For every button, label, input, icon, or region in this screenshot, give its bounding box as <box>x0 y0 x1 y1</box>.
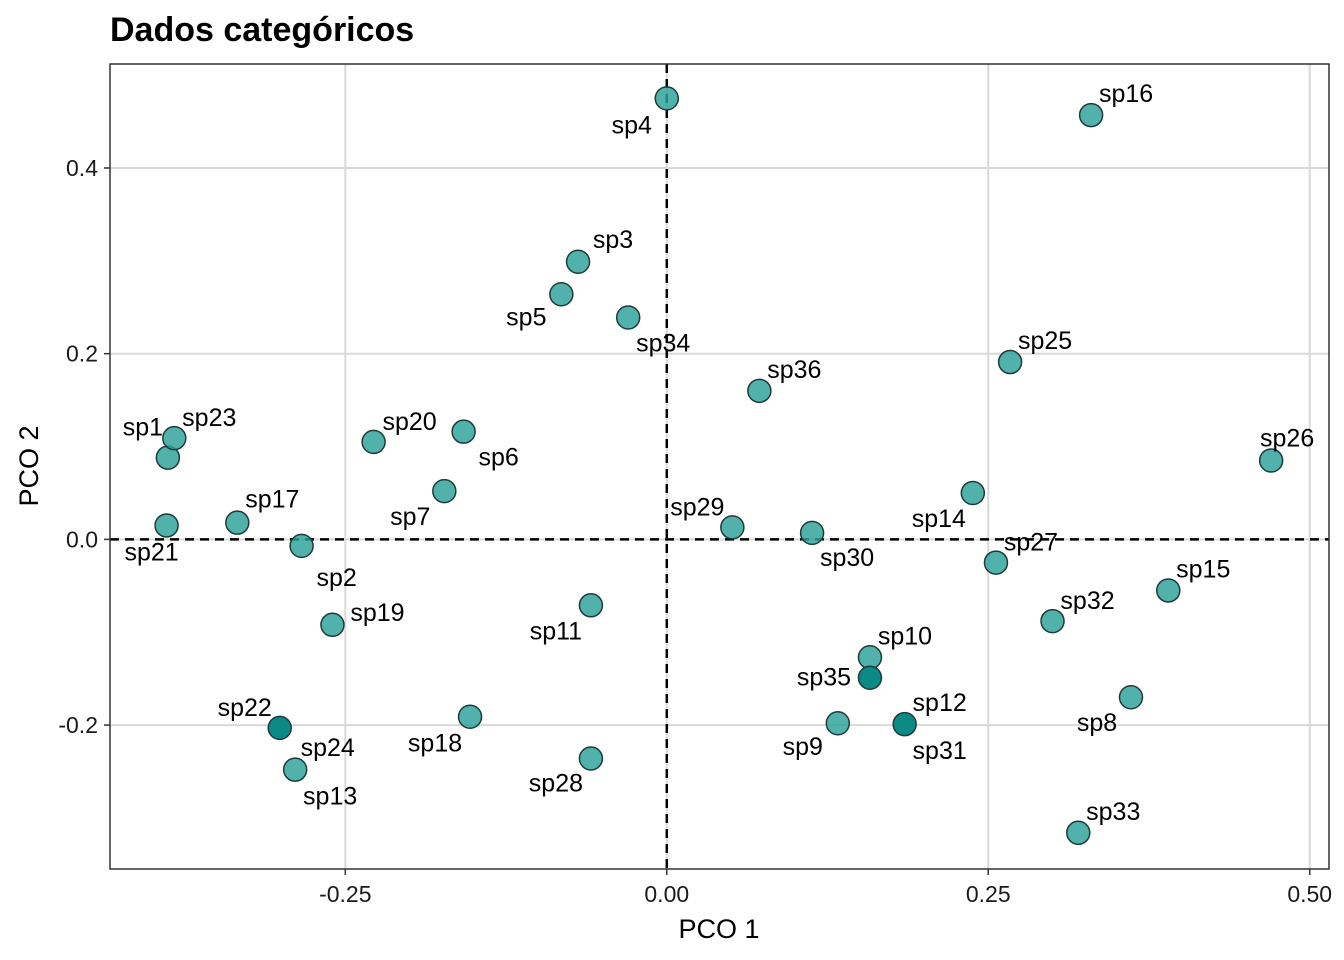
point-label-sp1: sp1 <box>123 414 163 442</box>
point-label-sp32: sp32 <box>1060 587 1114 615</box>
point-label-sp33: sp33 <box>1086 798 1140 826</box>
point-label-sp11: sp11 <box>530 617 582 645</box>
point-label-sp34: sp34 <box>636 329 690 357</box>
point-sp4 <box>654 86 680 111</box>
point-label-sp10: sp10 <box>878 622 932 650</box>
point-label-sp35: sp35 <box>797 664 851 692</box>
point-sp7 <box>432 478 457 504</box>
point-labels: sp1 sp2 sp3 sp4 sp5 sp6 sp7 sp8 sp9 sp10 sp11 sp12 s… <box>123 80 1315 826</box>
point-label-sp25: sp25 <box>1018 327 1072 355</box>
point-sp2 <box>289 533 314 559</box>
point-label-sp13: sp13 <box>303 783 357 811</box>
point-sp6 <box>451 419 476 444</box>
point-label-sp8: sp8 <box>1077 709 1117 737</box>
point-label-sp31: sp31 <box>913 737 967 765</box>
point-label-sp22: sp22 <box>218 694 272 722</box>
point-sp29 <box>720 515 745 540</box>
y-axis-ticks: -0.2 0.0 0.2 0.4 <box>58 155 110 738</box>
point-label-sp4: sp4 <box>612 111 652 139</box>
point-label-sp14: sp14 <box>912 505 966 533</box>
x-tick-label: -0.25 <box>319 881 371 907</box>
point-sp16 <box>1078 102 1104 128</box>
x-tick-label: 0.00 <box>644 881 689 907</box>
point-sp26 <box>1258 448 1284 473</box>
point-label-sp27: sp27 <box>1004 529 1058 557</box>
plot-panel <box>110 64 1329 869</box>
chart-title: Dados categóricos <box>110 11 414 49</box>
point-sp8 <box>1118 684 1144 710</box>
point-label-sp20: sp20 <box>382 408 436 436</box>
point-label-sp24: sp24 <box>301 734 355 762</box>
point-label-sp12: sp12 <box>913 689 967 717</box>
point-label-sp16: sp16 <box>1099 80 1153 108</box>
x-tick-label: 0.25 <box>966 881 1011 907</box>
plot-border <box>109 63 1330 870</box>
point-sp35 <box>857 665 883 690</box>
point-sp23 <box>162 425 187 451</box>
point-sp27 <box>983 550 1009 575</box>
point-label-sp21: sp21 <box>124 538 178 566</box>
y-axis-title: PCO 2 <box>14 425 44 506</box>
point-sp28 <box>578 746 604 771</box>
point-sp21 <box>154 513 179 538</box>
point-sp13 <box>282 757 308 782</box>
y-tick-label: 0.2 <box>66 341 98 367</box>
point-sp33 <box>1066 820 1091 846</box>
point-sp18 <box>457 704 483 729</box>
point-label-sp19: sp19 <box>350 599 404 627</box>
point-label-sp36: sp36 <box>767 356 821 384</box>
y-tick-label: 0.4 <box>66 155 98 181</box>
point-label-sp23: sp23 <box>182 404 236 432</box>
reference-lines <box>110 64 1329 869</box>
x-axis-ticks: -0.25 0.00 0.25 0.50 <box>319 869 1332 907</box>
point-label-sp2: sp2 <box>316 564 356 592</box>
point-label-sp30: sp30 <box>820 544 874 572</box>
point-sp5 <box>549 282 574 307</box>
point-sp3 <box>565 249 591 275</box>
point-sp14 <box>960 480 986 506</box>
point-label-sp15: sp15 <box>1176 555 1230 583</box>
point-sp34 <box>615 305 641 330</box>
point-sp17 <box>225 510 250 535</box>
point-sp15 <box>1156 578 1181 603</box>
x-axis-title: PCO 1 <box>678 914 759 944</box>
data-points <box>154 86 1284 846</box>
point-label-sp26: sp26 <box>1260 424 1314 452</box>
point-label-sp29: sp29 <box>670 493 724 521</box>
point-sp11 <box>578 593 604 618</box>
point-label-sp28: sp28 <box>529 770 583 798</box>
point-label-sp18: sp18 <box>408 730 462 758</box>
point-sp30 <box>799 520 825 546</box>
point-sp22 <box>267 715 292 741</box>
point-label-sp5: sp5 <box>506 303 546 331</box>
point-label-sp6: sp6 <box>478 444 518 472</box>
point-label-sp9: sp9 <box>783 733 823 761</box>
x-tick-label: 0.50 <box>1287 881 1332 907</box>
point-sp36 <box>747 378 772 404</box>
point-label-sp7: sp7 <box>390 503 430 531</box>
point-sp32 <box>1040 608 1065 634</box>
point-sp19 <box>320 612 345 638</box>
point-label-sp17: sp17 <box>245 486 299 514</box>
point-sp12 <box>892 711 917 737</box>
point-sp9 <box>825 710 851 736</box>
point-label-sp3: sp3 <box>593 226 633 254</box>
y-tick-label: -0.2 <box>58 712 98 738</box>
point-sp20 <box>361 429 386 455</box>
y-tick-label: 0.0 <box>66 526 98 552</box>
point-sp25 <box>997 349 1023 375</box>
